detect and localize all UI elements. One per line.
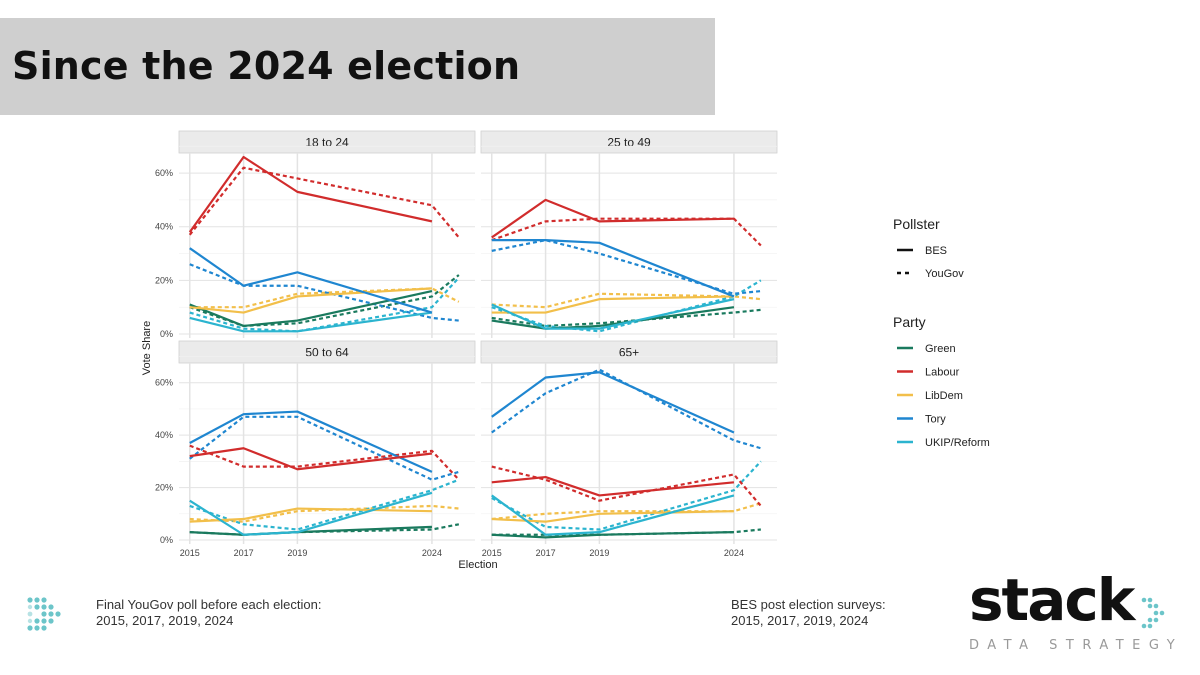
facet-strip	[178, 340, 476, 364]
stack-logo: stack DATA STRATEGY	[965, 566, 1175, 653]
y-tick-label: 20%	[155, 275, 173, 285]
series-line-yougov-labour	[188, 166, 460, 239]
series-line-bes-libdem	[189, 507, 432, 523]
legend-party-label: Green	[925, 343, 956, 355]
title-band	[0, 18, 715, 115]
series-line-yougov-ukip-reform	[189, 276, 460, 333]
series-line-bes-ukip-reform	[491, 494, 735, 536]
y-tick-label: 0%	[160, 535, 173, 545]
legend-pollster-title: Pollster	[893, 216, 940, 232]
x-axis-title: Election	[458, 559, 497, 571]
facet-strip-label: 25 to 49	[607, 136, 651, 150]
logo-dots-icon	[1141, 597, 1165, 629]
series-line-yougov-tory	[491, 239, 761, 295]
x-tick-label: 2015	[482, 548, 502, 558]
series-line-yougov-labour	[491, 465, 762, 507]
series-line-bes-tory	[189, 247, 433, 314]
legend-party-label: UKIP/Reform	[925, 437, 990, 449]
x-tick-label: 2024	[724, 548, 744, 558]
series-line-bes-labour	[189, 447, 433, 471]
y-tick-label: 60%	[155, 378, 173, 388]
series-line-bes-tory	[491, 239, 735, 298]
series-line-bes-libdem	[491, 295, 734, 314]
yougov-note: Final YouGov poll before each election: …	[96, 597, 322, 629]
series-line-yougov-tory	[189, 263, 459, 322]
y-tick-label: 40%	[155, 222, 173, 232]
series-line-yougov-libdem	[491, 502, 762, 521]
series-line-bes-ukip-reform	[491, 298, 735, 330]
x-tick-label: 2017	[536, 548, 556, 558]
legend-party-label: Tory	[925, 414, 946, 426]
facet-strip-label: 18 to 24	[305, 136, 349, 150]
y-tick-label: 40%	[155, 430, 173, 440]
legend-pollster-label: YouGov	[925, 268, 964, 280]
legend-party-label: LibDem	[925, 390, 963, 402]
x-tick-label: 2024	[422, 548, 442, 558]
series-line-bes-green	[491, 531, 734, 539]
page-title: Since the 2024 election	[12, 44, 521, 88]
x-tick-label: 2015	[180, 548, 200, 558]
facet-strip-label: 65+	[619, 346, 639, 360]
logo-word: stack	[969, 566, 1135, 634]
x-tick-label: 2019	[589, 548, 609, 558]
series-line-bes-labour	[491, 198, 734, 239]
legend-pollster-label: BES	[925, 245, 947, 257]
yougov-note-line1: Final YouGov poll before each election:	[96, 597, 322, 612]
legend-party-label: Labour	[925, 367, 960, 379]
series-line-bes-green	[491, 306, 735, 330]
series-line-yougov-libdem	[491, 292, 761, 309]
series-line-yougov-labour	[491, 217, 762, 247]
bes-note-line2: 2015, 2017, 2019, 2024	[731, 613, 869, 628]
legend-party-title: Party	[893, 314, 926, 330]
facet-strip-label: 50 to 64	[305, 346, 349, 360]
series-line-yougov-libdem	[189, 287, 460, 309]
series-line-yougov-ukip-reform	[491, 460, 762, 531]
series-line-bes-ukip-reform	[189, 311, 433, 333]
y-axis-title: Vote Share	[141, 321, 153, 375]
x-tick-label: 2017	[234, 548, 254, 558]
dots-arrow-icon	[27, 597, 61, 631]
series-line-yougov-labour	[189, 444, 460, 481]
bes-note: BES post election surveys: 2015, 2017, 2…	[731, 597, 886, 629]
series-line-yougov-tory	[189, 415, 460, 481]
series-line-bes-labour	[491, 475, 735, 497]
facet-strip	[480, 130, 778, 154]
series-line-bes-tory	[491, 371, 735, 434]
series-line-bes-tory	[189, 410, 433, 473]
logo-subtitle: DATA STRATEGY	[969, 638, 1184, 653]
series-line-bes-labour	[188, 155, 433, 233]
series-line-yougov-tory	[491, 368, 762, 450]
series-line-bes-green	[189, 290, 433, 328]
yougov-note-line2: 2015, 2017, 2019, 2024	[96, 613, 234, 628]
facet-strip	[178, 130, 476, 154]
y-tick-label: 20%	[155, 483, 173, 493]
series-line-bes-ukip-reform	[189, 491, 433, 536]
series-line-yougov-green	[491, 308, 761, 328]
series-line-bes-libdem	[491, 510, 734, 523]
series-line-yougov-green	[189, 274, 460, 328]
bes-note-line1: BES post election surveys:	[731, 597, 886, 612]
y-tick-label: 60%	[155, 168, 173, 178]
series-line-yougov-ukip-reform	[189, 478, 460, 531]
x-tick-label: 2019	[287, 548, 307, 558]
y-tick-label: 0%	[160, 329, 173, 339]
facet-strip	[480, 340, 778, 364]
